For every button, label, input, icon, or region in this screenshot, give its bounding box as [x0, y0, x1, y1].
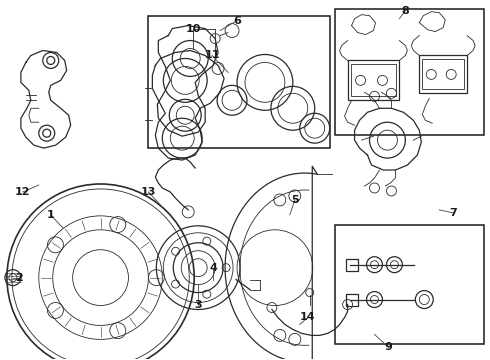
Text: 7: 7	[449, 208, 457, 218]
Text: 8: 8	[401, 6, 409, 15]
Text: 1: 1	[47, 210, 54, 220]
Bar	[345, 293, 358, 306]
Text: 9: 9	[385, 342, 392, 352]
Bar	[419, 55, 467, 93]
Bar	[347, 60, 399, 100]
Bar	[335, 225, 484, 345]
Text: 13: 13	[141, 187, 156, 197]
Text: 5: 5	[291, 195, 298, 205]
Text: 4: 4	[209, 263, 217, 273]
Bar	[148, 15, 330, 148]
Bar	[345, 259, 358, 271]
Text: 12: 12	[15, 187, 30, 197]
Text: 3: 3	[195, 300, 202, 310]
Text: 11: 11	[204, 50, 220, 60]
Bar	[335, 9, 484, 135]
Bar	[350, 64, 396, 96]
Bar	[422, 59, 464, 89]
Text: 10: 10	[186, 24, 201, 33]
Text: 6: 6	[233, 15, 241, 26]
Text: 2: 2	[15, 273, 23, 283]
Text: 14: 14	[300, 312, 316, 323]
